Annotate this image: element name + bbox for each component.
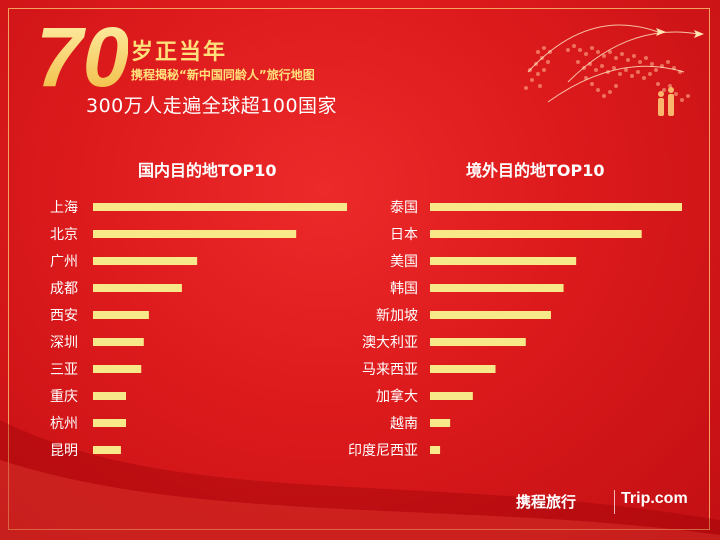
domestic-bar: [93, 446, 121, 454]
domestic-chart-title: 国内目的地TOP10: [138, 161, 277, 180]
domestic-bar: [93, 338, 144, 346]
international-bar: [430, 365, 496, 373]
domestic-category-label: 北京: [50, 227, 78, 243]
domestic-bar: [93, 365, 142, 373]
brand-logo-cn: 携程旅行: [516, 493, 577, 511]
domestic-category-label: 杭州: [50, 416, 78, 432]
domestic-bar: [93, 257, 198, 265]
page-title: 岁正当年: [131, 40, 228, 65]
international-category-label: 新加坡: [376, 308, 418, 324]
world-map-decoration: [524, 24, 704, 116]
domestic-category-label: 成都: [50, 281, 78, 297]
brand-divider: [614, 490, 615, 514]
domestic-bar: [93, 203, 347, 211]
international-category-label: 印度尼西亚: [348, 443, 418, 459]
domestic-category-label: 上海: [50, 200, 78, 216]
international-bar: [430, 311, 551, 319]
domestic-bar: [93, 230, 297, 238]
domestic-category-label: 深圳: [50, 335, 78, 351]
international-bar: [430, 230, 642, 238]
domestic-bar: [93, 392, 127, 400]
international-category-label: 澳大利亚: [362, 335, 418, 351]
international-category-label: 美国: [390, 254, 418, 270]
international-bar: [430, 419, 451, 427]
international-chart-title: 境外目的地TOP10: [466, 161, 605, 180]
domestic-category-label: 西安: [50, 308, 78, 324]
domestic-bar: [93, 284, 182, 292]
page-subtitle: 携程揭秘“新中国同龄人”旅行地图: [131, 68, 315, 82]
international-bar: [430, 338, 526, 346]
international-bar: [430, 257, 577, 265]
international-category-label: 泰国: [390, 200, 418, 216]
domestic-category-label: 广州: [50, 254, 78, 270]
international-category-label: 马来西亚: [362, 362, 418, 378]
headline: 300万人走遍全球超100国家: [86, 95, 338, 117]
brand-footer: 携程旅行 Trip.com: [508, 488, 708, 518]
brand-logo-en: Trip.com: [621, 490, 688, 507]
big-number-text: 70: [36, 12, 128, 96]
international-category-label: 越南: [390, 416, 418, 432]
international-bar: [430, 203, 682, 211]
domestic-category-label: 昆明: [50, 443, 78, 459]
page-frame: [8, 8, 710, 530]
domestic-bar: [93, 311, 149, 319]
big-70-logo: 70: [36, 12, 128, 96]
domestic-category-label: 重庆: [50, 389, 78, 405]
decorative-swoosh: [0, 420, 720, 540]
international-category-label: 韩国: [390, 281, 418, 297]
international-category-label: 加拿大: [376, 388, 418, 405]
domestic-bar: [93, 419, 127, 427]
international-category-label: 日本: [390, 227, 418, 243]
international-bar: [430, 446, 441, 454]
international-bar: [430, 392, 473, 400]
international-bar: [430, 284, 564, 292]
domestic-category-label: 三亚: [50, 362, 78, 378]
